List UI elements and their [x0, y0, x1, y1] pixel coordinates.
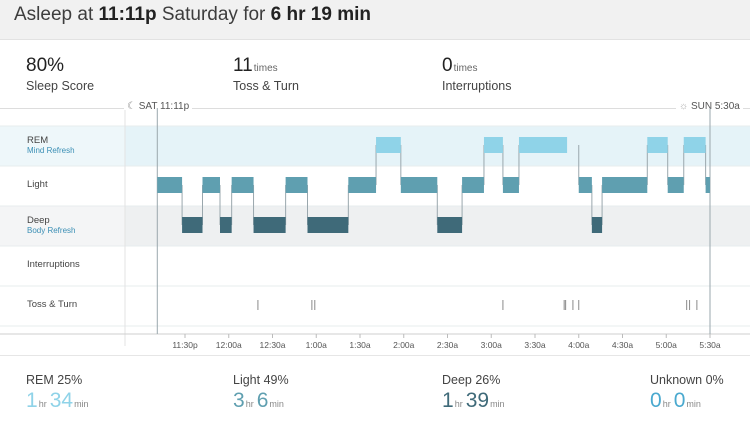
- deep-label: Deep: [27, 215, 50, 226]
- stage-bar-light: [400, 177, 438, 193]
- sun-icon: ☼: [679, 101, 689, 112]
- hr-unit: hr: [38, 399, 47, 409]
- x-tick-label: 12:00a: [216, 340, 242, 350]
- stage-bar-deep: [220, 217, 232, 233]
- stage-bar-rem: [483, 137, 503, 153]
- summary-rem-hours: 1: [26, 389, 38, 412]
- timeline-bar: [0, 108, 750, 109]
- x-tick-label: 12:30a: [260, 340, 286, 350]
- stage-bar-light: [602, 177, 648, 193]
- timeline-start: ☾ SAT 11:11p: [124, 101, 193, 112]
- x-tick-label: 5:30a: [699, 340, 721, 350]
- stage-bar-light: [285, 177, 308, 193]
- stage-bar-light: [202, 177, 220, 193]
- summary-unknown-hours: 0: [650, 389, 662, 412]
- sleep-score-value: 80%: [26, 55, 65, 76]
- stage-bar-deep: [307, 217, 349, 233]
- rem-sublabel: Mind Refresh: [27, 146, 75, 155]
- x-tick-label: 3:30a: [524, 340, 546, 350]
- toss-row-label: Toss & Turn: [27, 299, 78, 310]
- stage-bar-deep: [591, 217, 603, 233]
- row-label-light: Light: [27, 180, 48, 190]
- summary-deep-title: Deep 26%: [442, 373, 501, 387]
- row-label-rem: REM Mind Refresh: [27, 136, 75, 156]
- x-tick-label: 1:00a: [306, 340, 328, 350]
- stage-bar-light: [462, 177, 484, 193]
- stage-bar-light: [157, 177, 183, 193]
- summary-deep: Deep 26% 1hr 39min: [442, 373, 508, 413]
- stage-bar-rem: [647, 137, 668, 153]
- hr-unit: hr: [454, 399, 463, 409]
- sleep-score-label: Sleep Score: [26, 79, 95, 93]
- interruptions-label: Interruptions: [442, 79, 512, 93]
- stage-bar-rem: [376, 137, 401, 153]
- toss-turn-label: Toss & Turn: [233, 79, 299, 93]
- x-tick-label: 4:30a: [612, 340, 634, 350]
- row-label-toss: Toss & Turn: [27, 300, 77, 310]
- header-mid: Saturday for: [156, 4, 271, 25]
- sleep-header: Asleep at 11:11p Saturday for 6 hr 19 mi…: [0, 0, 750, 40]
- header-prefix: Asleep at: [14, 4, 99, 25]
- x-tick-label: 1:30a: [349, 340, 371, 350]
- timeline-start-label: SAT 11:11p: [138, 101, 190, 112]
- timeline-end-label: SUN 5:30a: [690, 101, 740, 112]
- sleep-start-time: 11:11p: [98, 4, 157, 25]
- min-unit: min: [686, 399, 701, 409]
- x-tick-label: 5:00a: [656, 340, 678, 350]
- summary-light: Light 49% 3hr 6min: [233, 373, 289, 413]
- toss-turn-value: 11: [233, 55, 253, 76]
- stage-bar-deep: [253, 217, 286, 233]
- hr-unit: hr: [245, 399, 254, 409]
- stage-bar-light: [502, 177, 519, 193]
- interruptions-value: 0: [442, 55, 453, 76]
- deep-sublabel: Body Refresh: [27, 226, 76, 235]
- stage-bar-deep: [437, 217, 463, 233]
- stage-bar-light: [231, 177, 254, 193]
- x-tick-label: 4:00a: [568, 340, 590, 350]
- x-tick-label: 2:00a: [393, 340, 415, 350]
- stage-bar-light: [578, 177, 592, 193]
- sleep-duration: 6 hr 19 min: [270, 4, 371, 25]
- timeline-end: ☼ SUN 5:30a: [676, 101, 743, 112]
- light-label: Light: [27, 179, 48, 190]
- x-tick-label: 11:30p: [172, 340, 198, 350]
- summary-light-title: Light 49%: [233, 373, 289, 387]
- summary-rem-title: REM 25%: [26, 373, 83, 387]
- stage-bar-deep: [182, 217, 203, 233]
- label-column: [0, 126, 125, 346]
- summary-unknown: Unknown 0% 0hr 0min: [650, 373, 724, 413]
- summary-deep-minutes: 39: [465, 389, 490, 412]
- stage-bar-light: [348, 177, 377, 193]
- x-tick-label: 2:30a: [437, 340, 459, 350]
- summary-unknown-minutes: 0: [673, 389, 686, 412]
- summary-deep-hours: 1: [442, 389, 454, 412]
- summary-unknown-title: Unknown 0%: [650, 373, 724, 387]
- summary-divider: [0, 355, 750, 356]
- interruptions-row-label: Interruptions: [27, 259, 80, 270]
- rem-label: REM: [27, 135, 49, 146]
- hr-unit: hr: [662, 399, 671, 409]
- row-label-deep: Deep Body Refresh: [27, 216, 75, 236]
- stage-bar-light: [705, 177, 710, 193]
- sleep-score-stat: 80% Sleep Score: [26, 55, 94, 93]
- interruptions-stat: 0times Interruptions: [442, 55, 511, 93]
- summary-rem-minutes: 34: [49, 389, 74, 412]
- summary-rem: REM 25% 1hr 34min: [26, 373, 92, 413]
- row-label-interruptions: Interruptions: [27, 260, 80, 270]
- toss-turn-unit: times: [253, 63, 278, 74]
- toss-turn-stat: 11times Toss & Turn: [233, 55, 299, 93]
- moon-icon: ☾: [127, 101, 136, 112]
- stage-bar-rem: [683, 137, 706, 153]
- interruptions-unit: times: [453, 63, 478, 74]
- min-unit: min: [490, 399, 505, 409]
- sleep-stage-chart: 11:30p 12:00a 12:30a 1:00a 1:30a 2:00a 2:30a 3:…: [0, 108, 750, 350]
- summary-light-minutes: 6: [256, 389, 269, 412]
- stage-bar-rem: [518, 137, 568, 153]
- stage-bar-light: [667, 177, 684, 193]
- summary-light-hours: 3: [233, 389, 245, 412]
- x-tick-label: 3:00a: [481, 340, 503, 350]
- min-unit: min: [74, 399, 89, 409]
- min-unit: min: [269, 399, 284, 409]
